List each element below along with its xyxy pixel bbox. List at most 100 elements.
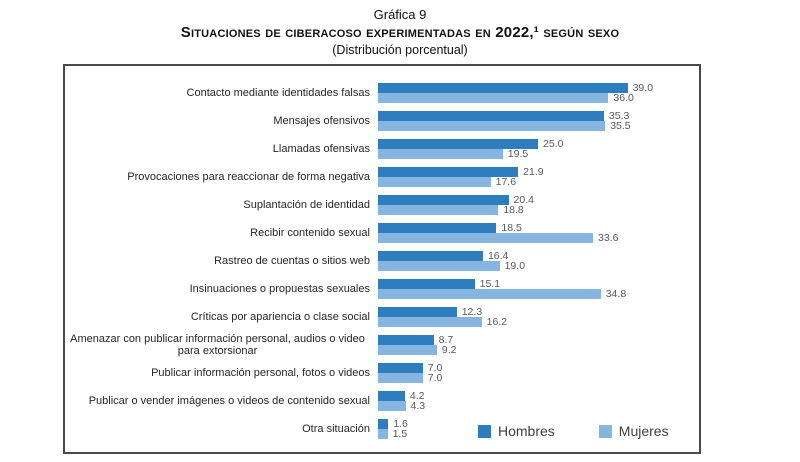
chart-row: Recibir contenido sexual 18.5 33.6 <box>65 219 699 247</box>
chart-row: Amenazar con publicar información person… <box>65 331 699 359</box>
bar-group: 15.1 34.8 <box>378 279 699 299</box>
bar-group: 25.0 19.5 <box>378 139 699 159</box>
bar-group: 20.4 18.8 <box>378 195 699 215</box>
legend-item-hombres: Hombres <box>478 423 555 439</box>
bar-group: 1.6 1.5 <box>378 419 699 439</box>
value-label: 1.6 <box>393 418 408 430</box>
category-label: Publicar información personal, fotos o v… <box>151 367 370 379</box>
category-label: Recibir contenido sexual <box>250 227 370 239</box>
bar-mujeres <box>378 121 606 131</box>
category-label: Contacto mediante identidades falsas <box>186 87 370 99</box>
value-label: 9.2 <box>441 344 457 356</box>
bar-mujeres <box>378 233 594 243</box>
value-label: 19.5 <box>507 148 529 160</box>
chart-header: Gráfica 9 Situaciones de ciberacoso expe… <box>0 6 800 58</box>
chart-row: Publicar información personal, fotos o v… <box>65 359 699 387</box>
bar-hombres <box>378 223 497 233</box>
bar-hombres <box>378 195 509 205</box>
value-label: 4.2 <box>409 390 425 402</box>
value-label: 20.4 <box>513 194 534 206</box>
bar-hombres <box>378 83 628 93</box>
bar-group: 8.7 9.2 <box>378 335 699 355</box>
bar-mujeres <box>378 345 437 355</box>
bar-hombres <box>378 307 457 317</box>
hombres-swatch-icon <box>478 424 491 438</box>
category-label: Rastreo de cuentas o sitios web <box>214 255 370 267</box>
category-label: Llamadas ofensivas <box>272 143 370 155</box>
chart-row: Llamadas ofensivas 25.0 19.5 <box>65 135 699 163</box>
chart-row: Críticas por apariencia o clase social 12… <box>65 303 699 331</box>
bar-group: 35.3 35.5 <box>378 111 699 131</box>
category-label: Mensajes ofensivos <box>273 115 370 127</box>
value-label: 7.0 <box>427 362 443 374</box>
value-label: 7.0 <box>427 372 443 384</box>
value-label: 8.7 <box>438 334 454 346</box>
bar-group: 16.4 19.0 <box>378 251 699 271</box>
bar-mujeres <box>378 205 499 215</box>
category-label: Insinuaciones o propuestas sexuales <box>189 283 370 295</box>
value-label: 15.1 <box>479 278 501 290</box>
bar-mujeres <box>378 177 491 187</box>
legend: Hombres Mujeres <box>478 423 669 439</box>
value-label: 18.8 <box>503 204 524 216</box>
bar-hombres <box>378 335 434 345</box>
value-label: 4.3 <box>410 400 426 412</box>
mujeres-swatch-icon <box>598 424 612 438</box>
value-label: 16.4 <box>487 250 509 262</box>
bar-hombres <box>378 111 604 121</box>
category-label: Suplantación de identidad <box>243 199 370 211</box>
value-label: 12.3 <box>461 306 483 318</box>
bar-hombres <box>378 279 475 289</box>
chart-row: Insinuaciones o propuestas sexuales 15.1 3… <box>65 275 699 303</box>
legend-item-mujeres: Mujeres <box>598 423 669 439</box>
bar-mujeres <box>378 317 482 327</box>
chart-row: Otra situación 1.6 1.5 <box>65 415 699 443</box>
value-label: 34.8 <box>605 288 627 300</box>
bar-hombres <box>378 251 483 261</box>
chart-row: Suplantación de identidad 20.4 18.8 <box>65 191 699 219</box>
figure-number: Gráfica 9 <box>373 7 427 22</box>
category-label: Otra situación <box>302 423 370 435</box>
value-label: 36.0 <box>613 92 634 104</box>
value-label: 33.6 <box>598 232 619 244</box>
chart-rows: Contacto mediante identidades falsas 39.0… <box>65 79 699 443</box>
bar-mujeres <box>378 429 388 439</box>
bar-hombres <box>378 363 423 373</box>
value-label: 17.6 <box>495 176 517 188</box>
bar-mujeres <box>378 149 503 159</box>
bar-hombres <box>378 167 519 177</box>
value-label: 18.5 <box>501 222 522 234</box>
bar-hombres <box>378 139 538 149</box>
bar-group: 39.0 36.0 <box>378 83 699 103</box>
bar-mujeres <box>378 261 500 271</box>
value-label: 16.2 <box>486 316 508 328</box>
bar-group: 21.9 17.6 <box>378 167 699 187</box>
value-label: 21.9 <box>523 166 544 178</box>
plot-area: Contacto mediante identidades falsas 39.0… <box>63 64 701 454</box>
chart-title: Situaciones de ciberacoso experimentadas… <box>180 24 620 41</box>
bar-mujeres <box>378 373 423 383</box>
value-label: 1.5 <box>392 428 408 440</box>
bar-group: 4.2 4.3 <box>378 391 699 411</box>
bar-mujeres <box>378 93 609 103</box>
bar-group: 7.0 7.0 <box>378 363 699 383</box>
category-label: Provocaciones para reaccionar de forma n… <box>127 171 370 183</box>
legend-label-hombres: Hombres <box>498 423 555 439</box>
bar-mujeres <box>378 401 406 411</box>
value-label: 19.0 <box>504 260 526 272</box>
category-label: Publicar o vender imágenes o videos de c… <box>88 395 370 407</box>
chart-row: Provocaciones para reaccionar de forma n… <box>65 163 699 191</box>
legend-label-mujeres: Mujeres <box>618 423 669 439</box>
value-label: 35.3 <box>608 110 630 122</box>
chart-row: Rastreo de cuentas o sitios web 16.4 19.0 <box>65 247 699 275</box>
category-label: Amenazar con publicar información person… <box>70 333 365 357</box>
chart-row: Mensajes ofensivos 35.3 35.5 <box>65 107 699 135</box>
value-label: 35.5 <box>610 120 631 132</box>
bar-group: 12.3 16.2 <box>378 307 699 327</box>
value-label: 25.0 <box>543 138 564 150</box>
value-label: 39.0 <box>632 82 654 94</box>
bar-mujeres <box>378 289 601 299</box>
bar-hombres <box>378 419 389 429</box>
bar-group: 18.5 33.6 <box>378 223 699 243</box>
chart-subtitle: (Distribución porcentual) <box>332 43 468 57</box>
